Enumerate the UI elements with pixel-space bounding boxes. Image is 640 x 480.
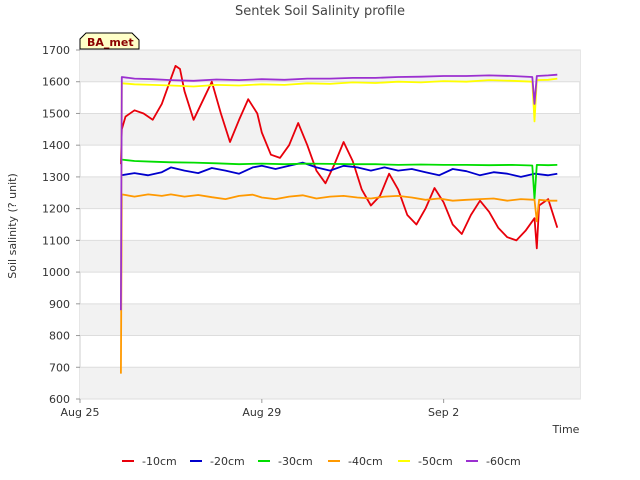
- legend-label: -60cm: [486, 455, 521, 468]
- y-tick-label: 1200: [42, 203, 70, 216]
- series-line-10cm: [120, 65, 559, 250]
- y-tick-label: 1100: [42, 234, 70, 247]
- x-axis-label: Time: [552, 423, 580, 436]
- badge-label: BA_met: [87, 36, 134, 49]
- legend-label: -20cm: [210, 455, 245, 468]
- legend-label: -10cm: [142, 455, 177, 468]
- grid-band: [80, 303, 580, 336]
- y-tick-label: 1400: [42, 139, 70, 152]
- grid-band: [80, 113, 580, 146]
- y-tick-label: 800: [49, 330, 70, 343]
- y-tick-label: 1000: [42, 266, 70, 279]
- y-tick-label: 600: [49, 393, 70, 406]
- y-tick-label: 1600: [42, 76, 70, 89]
- badge: BA_met: [79, 32, 140, 50]
- x-axis-ticks: Aug 25 Aug 29 Sep 2: [61, 399, 459, 419]
- series-line-30cm: [120, 158, 558, 201]
- grid-band: [80, 367, 580, 399]
- plot-frame: [79, 49, 581, 400]
- legend-label: -50cm: [418, 455, 453, 468]
- plot-background: [79, 49, 581, 400]
- y-tick-label: 1300: [42, 171, 70, 184]
- series-line-20cm: [120, 161, 558, 178]
- legend-label: -40cm: [348, 455, 383, 468]
- chart-title: Sentek Soil Salinity profile: [235, 4, 405, 19]
- grid-band: [80, 240, 580, 273]
- y-tick-label: 900: [49, 298, 70, 311]
- legend-label: -30cm: [278, 455, 313, 468]
- grid-band: [80, 50, 580, 82]
- badge-box: [79, 32, 140, 50]
- y-axis-ticks: 600 700 800 900 1000 1100 1200 1300 1400 1500 1600…: [42, 44, 80, 406]
- series-line-60cm: [120, 73, 558, 311]
- x-tick-label: Aug 25: [61, 406, 100, 419]
- legend: -10cm -20cm -30cm -40cm -50cm -60cm: [122, 455, 521, 468]
- x-tick-label: Aug 29: [242, 406, 281, 419]
- y-tick-label: 1500: [42, 107, 70, 120]
- y-tick-label: 700: [49, 361, 70, 374]
- x-tick-label: Sep 2: [428, 406, 459, 419]
- y-axis-label: Soil salinity (? unit): [6, 173, 19, 278]
- y-tick-label: 1700: [42, 44, 70, 57]
- series-layer: [120, 65, 559, 374]
- series-line-40cm: [120, 193, 558, 374]
- grid-band: [80, 176, 580, 209]
